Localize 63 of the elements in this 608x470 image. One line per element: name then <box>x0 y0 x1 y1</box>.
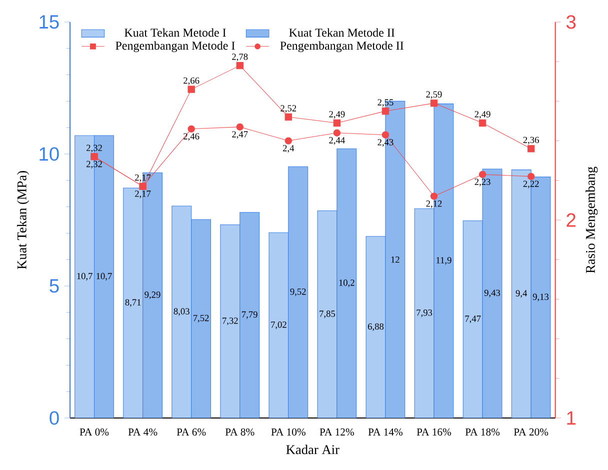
legend-label: Kuat Tekan Metode I <box>124 28 226 37</box>
data-label: 10,7 <box>96 272 112 281</box>
y-tick-label: 10 <box>40 147 59 161</box>
data-label: 9,4 <box>516 290 528 298</box>
data-label: 9,29 <box>144 292 160 300</box>
data-label: 2,22 <box>523 180 539 188</box>
data-label: 2,32 <box>86 160 102 169</box>
data-label: 9,13 <box>532 294 549 302</box>
legend-label: Pengembangan Metode I <box>116 41 235 52</box>
x-axis-title: Kadar Air <box>286 444 340 454</box>
y-axis-title: Kuat Tekan (MPa) <box>16 171 30 270</box>
data-label: 7,47 <box>465 316 481 324</box>
data-label: 9,52 <box>290 288 306 296</box>
y-tick-label: 5 <box>50 279 59 293</box>
x-tick-label: PA 10% <box>271 428 306 436</box>
x-tick-label: PA 0% <box>80 428 109 436</box>
data-label: 2,46 <box>184 133 200 141</box>
data-label: 7,79 <box>242 311 258 319</box>
data-label: 2,52 <box>280 105 296 113</box>
x-tick-label: PA 4% <box>128 428 158 436</box>
data-label: 7,02 <box>271 322 286 330</box>
x-tick-label: PA 12% <box>320 428 354 436</box>
y2-tick-label: 1 <box>567 411 576 425</box>
data-label: 2,55 <box>378 99 394 107</box>
data-label: 10,7 <box>77 272 92 281</box>
legend-label: Pengembangan Metode II <box>280 41 404 52</box>
x-tick-label: PA 20% <box>514 428 548 436</box>
data-label: 2,12 <box>426 200 442 208</box>
data-label: 7,32 <box>222 318 238 326</box>
data-label: 6,88 <box>368 323 384 331</box>
legend-label: Kuat Tekan Metode II <box>289 28 394 37</box>
data-label: 2,43 <box>378 139 394 147</box>
data-label: 2,23 <box>474 178 490 186</box>
y2-tick-label: 2 <box>566 213 576 227</box>
data-label: 2,59 <box>426 91 442 99</box>
data-label: 7,93 <box>416 310 432 318</box>
data-label: 2,44 <box>329 137 345 145</box>
data-label: 11,9 <box>436 257 452 265</box>
data-label: 2,78 <box>232 54 248 62</box>
data-label: 9,43 <box>484 290 500 298</box>
data-label: 12 <box>391 256 400 263</box>
x-tick-label: PA 16% <box>416 428 452 436</box>
data-label: 7,52 <box>193 314 209 323</box>
data-label: 2,32 <box>86 144 102 152</box>
data-label: 2,66 <box>184 77 200 86</box>
data-label: 2,4 <box>282 145 294 153</box>
data-label: 2,17 <box>135 190 151 198</box>
x-tick-label: PA 8% <box>225 428 254 436</box>
y-tick-label: 15 <box>40 15 59 29</box>
y2-axis-title: Rasio Mengembang <box>586 166 598 274</box>
data-label: 8,03 <box>174 308 190 316</box>
data-label: 8,71 <box>125 299 141 307</box>
x-tick-label: PA 6% <box>176 428 206 436</box>
data-label: 2,49 <box>329 111 345 119</box>
data-label: 7,85 <box>320 310 336 318</box>
x-tick-label: PA 18% <box>465 428 500 436</box>
data-label: 2,49 <box>474 111 490 119</box>
y-tick-label: 0 <box>50 411 59 425</box>
data-label: 10,2 <box>339 280 354 288</box>
y2-tick-label: 3 <box>566 15 576 29</box>
data-label: 2,47 <box>232 131 248 139</box>
x-tick-label: PA 14% <box>368 428 403 436</box>
data-label: 2,36 <box>523 136 539 144</box>
